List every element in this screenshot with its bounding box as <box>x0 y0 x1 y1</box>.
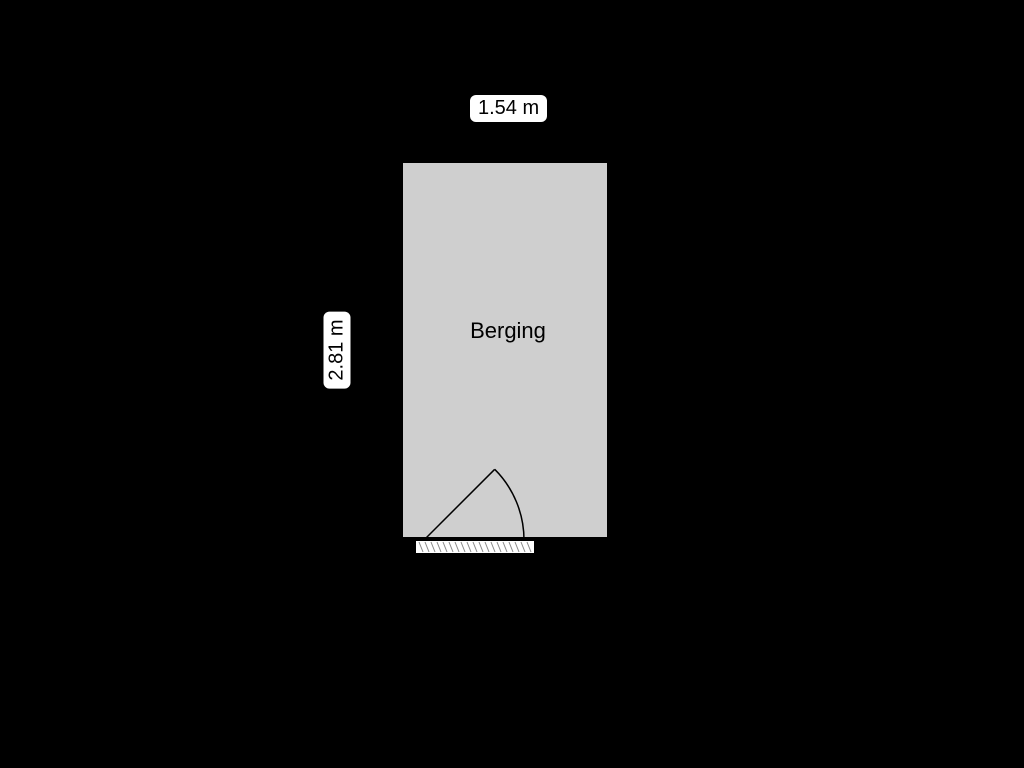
door-and-threshold <box>0 0 1024 768</box>
floorplan-canvas: Berging 1.54 m 2.81 m <box>0 0 1024 768</box>
